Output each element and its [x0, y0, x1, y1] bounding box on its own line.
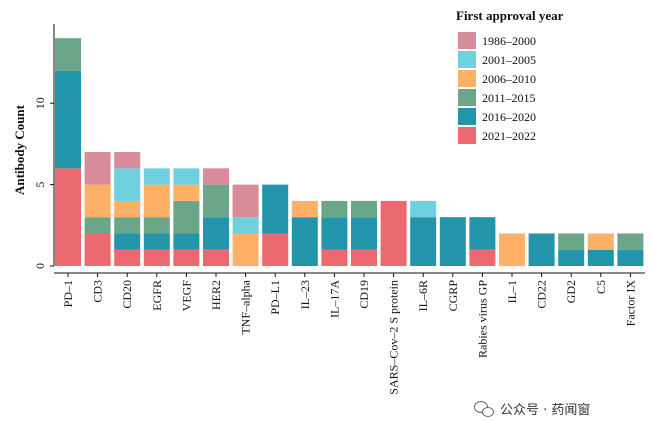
- bar-segment: [143, 249, 170, 266]
- plot-area: [55, 38, 644, 266]
- bar-segment: [84, 233, 111, 266]
- bar-segment: [351, 200, 377, 218]
- y-axis-title: Antibody Count: [12, 104, 27, 195]
- bar-segment: [262, 184, 289, 234]
- bar-segment: [351, 249, 377, 266]
- x-tick-label: VEGF: [179, 280, 193, 312]
- x-tick-label: CD3: [91, 280, 105, 303]
- legend-label: 2021–2022: [482, 129, 536, 143]
- bar-segment: [232, 217, 259, 234]
- y-tick-label: 5: [33, 182, 47, 188]
- legend-swatch: [458, 32, 476, 49]
- x-tick-label: SARS–Cov–2 S protein: [387, 280, 401, 395]
- bar-segment: [528, 233, 555, 266]
- x-tick-label: EGFR: [150, 280, 164, 311]
- x-tick-label: Rabies virus GP: [475, 280, 489, 358]
- bar-segment: [410, 217, 437, 266]
- x-tick-label: CD20: [120, 280, 134, 309]
- watermark-text: 公众号 · 药闻窗: [500, 403, 591, 418]
- bar-segment: [291, 200, 318, 218]
- x-tick-label: GD2: [564, 280, 578, 303]
- bar-segment: [84, 184, 111, 218]
- bar-segment: [114, 168, 141, 201]
- bar-segment: [203, 184, 229, 218]
- bar-segment: [439, 217, 466, 266]
- legend-label: 2001–2005: [482, 53, 536, 67]
- bar-segment: [84, 152, 111, 185]
- x-tick-label: HER2: [209, 280, 223, 310]
- bar-segment: [143, 168, 170, 185]
- bar-segment: [617, 233, 644, 250]
- bar-segment: [469, 217, 496, 250]
- legend-swatch: [458, 70, 476, 87]
- x-tick-label: IL–6R: [416, 280, 430, 311]
- legend-swatch: [458, 108, 476, 125]
- legend-label: 2006–2010: [482, 72, 536, 86]
- wechat-icon: [474, 400, 494, 417]
- x-tick-label: C5: [594, 280, 608, 294]
- bar-segment: [321, 249, 348, 266]
- x-tick-label: PD–1: [61, 280, 75, 307]
- x-tick-label: CGRP: [446, 280, 460, 312]
- bar-segment: [351, 217, 377, 250]
- bar-segment: [203, 168, 229, 185]
- bar-segment: [114, 217, 141, 234]
- bar-segment: [410, 200, 437, 218]
- bar-segment: [55, 70, 81, 169]
- bar-segment: [558, 249, 585, 266]
- y-axis: 0 5 10: [33, 24, 55, 269]
- bar-segment: [321, 217, 348, 250]
- bar-segment: [114, 233, 141, 250]
- bar-segment: [291, 217, 318, 266]
- bar-segment: [469, 249, 496, 266]
- y-tick-label: 0: [33, 263, 47, 269]
- x-tick-label: TNF–alpha: [239, 279, 253, 334]
- bar-segment: [143, 184, 170, 218]
- bar-segment: [617, 249, 644, 266]
- bar-segment: [262, 233, 289, 266]
- bar-segment: [232, 233, 259, 266]
- bar-segment: [173, 168, 200, 185]
- bar-segment: [114, 200, 141, 218]
- bar-segment: [321, 200, 348, 218]
- legend-label: 1986–2000: [482, 34, 536, 48]
- x-tick-label: CD22: [535, 280, 549, 309]
- x-tick-label: Factor IX: [623, 280, 637, 327]
- bar-segment: [143, 217, 170, 234]
- bar-segment: [173, 249, 200, 266]
- x-tick-label: IL–17A: [327, 280, 341, 318]
- watermark: 公众号 · 药闻窗: [474, 399, 590, 418]
- x-axis: PD–1 CD3 CD20 EGFR VEGF HER2 TNF–alpha PD–L1 IL–…: [54, 272, 645, 395]
- legend-swatch: [458, 127, 476, 144]
- bar-segment: [232, 184, 259, 218]
- bar-segment: [380, 200, 407, 266]
- x-tick-label: IL–23: [298, 280, 312, 309]
- x-tick-label: CD19: [357, 280, 371, 309]
- bar-segment: [203, 217, 229, 250]
- bar-segment: [173, 233, 200, 250]
- legend-label: 2016–2020: [482, 110, 536, 124]
- bar-segment: [55, 168, 81, 266]
- legend-label: 2011–2015: [482, 91, 536, 105]
- bar-segment: [587, 249, 614, 266]
- legend: First approval year 1986–2000 2001–2005 20…: [456, 8, 564, 144]
- bar-segment: [143, 233, 170, 250]
- bar-segment: [558, 233, 585, 250]
- bar-segment: [203, 249, 229, 266]
- bar-segment: [173, 200, 200, 234]
- bar-segment: [173, 184, 200, 201]
- bar-segment: [114, 152, 141, 169]
- bar-segment: [84, 217, 111, 234]
- x-tick-label: PD–L1: [268, 280, 282, 315]
- legend-swatch: [458, 51, 476, 68]
- legend-title: First approval year: [456, 8, 564, 23]
- y-tick-label: 10: [33, 97, 47, 109]
- bar-segment: [55, 38, 81, 71]
- legend-swatch: [458, 89, 476, 106]
- bar-segment: [114, 249, 141, 266]
- bar-segment: [587, 233, 614, 250]
- bar-segment: [499, 233, 525, 266]
- x-tick-label: IL–1: [505, 280, 519, 303]
